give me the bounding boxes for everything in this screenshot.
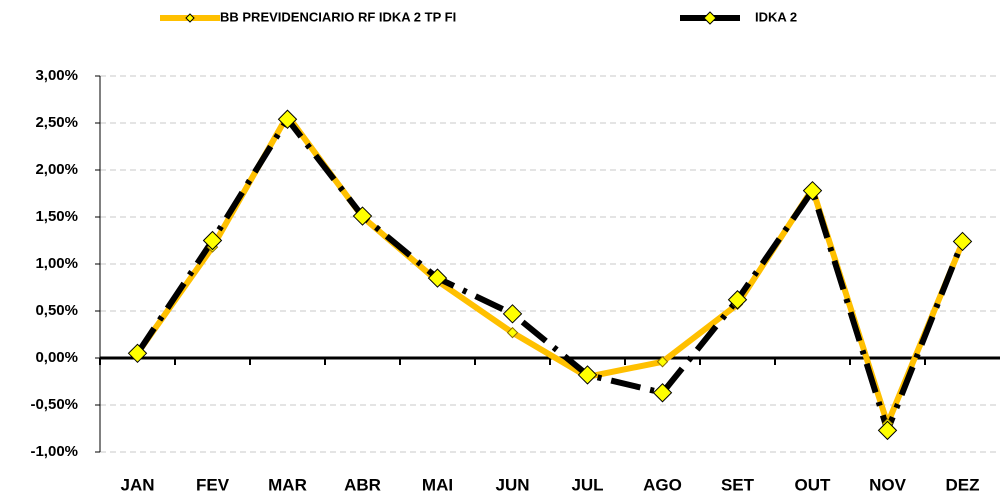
- series-line: [135, 116, 966, 434]
- marker: [277, 109, 298, 129]
- x-tick-label: SET: [721, 475, 755, 494]
- x-tick-label: JUN: [495, 475, 529, 494]
- y-tick-label: -1,00%: [30, 443, 78, 460]
- y-tick-label: 0,50%: [35, 302, 78, 319]
- marker: [202, 230, 223, 251]
- marker: [952, 231, 973, 252]
- y-tick-label: 2,50%: [35, 114, 78, 131]
- y-tick-label: -0,50%: [30, 396, 78, 413]
- marker: [802, 180, 823, 201]
- legend-marker: [703, 11, 717, 25]
- y-tick-label: 1,50%: [35, 208, 78, 225]
- x-tick-label: DEZ: [946, 475, 980, 494]
- x-tick-label: JAN: [120, 475, 154, 494]
- marker: [577, 365, 598, 385]
- y-tick-label: 3,00%: [35, 67, 78, 84]
- legend-marker: [185, 13, 195, 23]
- marker: [352, 206, 373, 226]
- y-tick-label: 1,00%: [35, 255, 78, 272]
- y-tick-label: 0,00%: [35, 349, 78, 366]
- x-tick-label: NOV: [869, 475, 907, 494]
- marker: [502, 304, 523, 324]
- marker: [427, 268, 448, 288]
- marker: [127, 343, 148, 364]
- x-tick-label: JUL: [571, 475, 603, 494]
- y-tick-label: 2,00%: [35, 161, 78, 178]
- x-tick-label: OUT: [795, 475, 832, 494]
- marker: [652, 383, 673, 403]
- x-tick-label: FEV: [196, 475, 230, 494]
- x-tick-label: MAR: [268, 475, 307, 494]
- marker: [727, 290, 748, 310]
- marker: [656, 356, 669, 368]
- marker: [877, 420, 898, 441]
- x-tick-label: ABR: [344, 475, 381, 494]
- legend-label: IDKA 2: [755, 9, 797, 24]
- legend-label: BB PREVIDENCIARIO RF IDKA 2 TP FI: [220, 9, 456, 24]
- x-tick-label: AGO: [643, 475, 682, 494]
- x-tick-label: MAI: [422, 475, 453, 494]
- marker: [506, 326, 519, 339]
